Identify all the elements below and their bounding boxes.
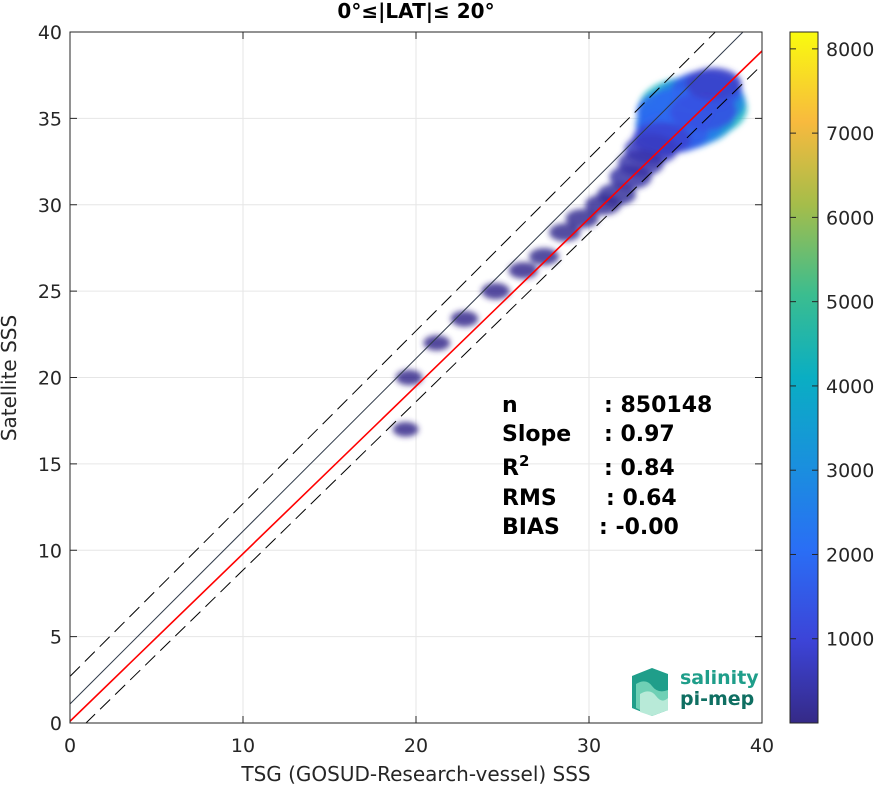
stat-value: : 0.97 [604, 422, 675, 447]
stats-box: n : 850148 Slope : 0.97 R2 : 0.84 RMS : 0.64 BIA… [502, 393, 712, 540]
logo-line-1: salinity [680, 667, 759, 689]
density-bin [565, 209, 599, 229]
colorbar-tick-label: 8000 [826, 39, 874, 61]
stat-value: : 0.64 [606, 486, 677, 511]
density-bin [529, 247, 559, 266]
line-1-1 [70, 32, 744, 705]
stat-label-superscript: 2 [519, 452, 529, 470]
stat-label: RMS [502, 486, 557, 511]
line-fit [70, 50, 762, 722]
stat-label: R2 [502, 452, 529, 481]
x-axis-title: TSG (GOSUD-Research-vessel) SSS [240, 762, 590, 786]
density-bin [508, 261, 538, 279]
stat-label: Slope [502, 422, 571, 447]
y-tick-label: 35 [38, 108, 62, 130]
x-tick-label: 10 [231, 735, 255, 757]
y-axis-title: Satellite SSS [0, 315, 21, 441]
density-bin [423, 335, 451, 351]
density-bin [481, 282, 510, 300]
stat-value: : 0.84 [604, 456, 675, 481]
density-bin [669, 92, 737, 131]
line-lower-bound [85, 64, 762, 723]
y-tick-label: 40 [38, 22, 62, 44]
x-tick-label: 0 [64, 735, 76, 757]
colorbar [789, 31, 819, 724]
salinity-logo: salinity pi-mep [632, 667, 759, 716]
y-tick-label: 30 [38, 195, 62, 217]
y-tick-label: 0 [50, 713, 62, 735]
stat-label: n [502, 393, 518, 418]
colorbar-tick-label: 4000 [826, 376, 874, 398]
colorbar-tick-label: 1000 [826, 629, 874, 651]
axis-ticks: 0 10 20 30 40 0 5 10 15 20 25 30 35 40 [38, 22, 774, 757]
x-tick-label: 20 [404, 735, 428, 757]
x-tick-label: 40 [750, 735, 774, 757]
density-bin [685, 67, 742, 100]
y-tick-label: 5 [50, 627, 62, 649]
density-bin [395, 369, 423, 386]
density-cloud [392, 67, 747, 437]
colorbar-tick-label: 6000 [826, 207, 874, 229]
colorbar-tick-label: 5000 [826, 292, 874, 314]
colorbar-tick-label: 2000 [826, 544, 874, 566]
stat-value: : -0.00 [599, 515, 679, 540]
stat-value: : 850148 [604, 393, 712, 418]
x-tick-label: 30 [577, 735, 601, 757]
colorbar-tick-label: 3000 [826, 460, 874, 482]
density-bin [392, 421, 419, 437]
fit-lines [70, 32, 762, 723]
density-bin [609, 164, 652, 190]
y-tick-label: 25 [38, 281, 62, 303]
density-bin [450, 310, 479, 327]
colorbar-tick-label: 7000 [826, 123, 874, 145]
y-tick-label: 20 [38, 368, 62, 390]
density-bin [549, 223, 581, 242]
stat-label: BIAS [502, 515, 560, 540]
line-upper-bound [70, 32, 716, 677]
plot-title: 0°≤|LAT|≤ 20° [337, 0, 494, 23]
colorbar-ticks: 1000 2000 3000 4000 5000 6000 7000 8000 [790, 39, 874, 651]
y-tick-label: 10 [38, 540, 62, 562]
logo-line-2: pi-mep [680, 688, 754, 710]
logo-mark-icon [632, 668, 668, 716]
y-tick-label: 15 [38, 454, 62, 476]
